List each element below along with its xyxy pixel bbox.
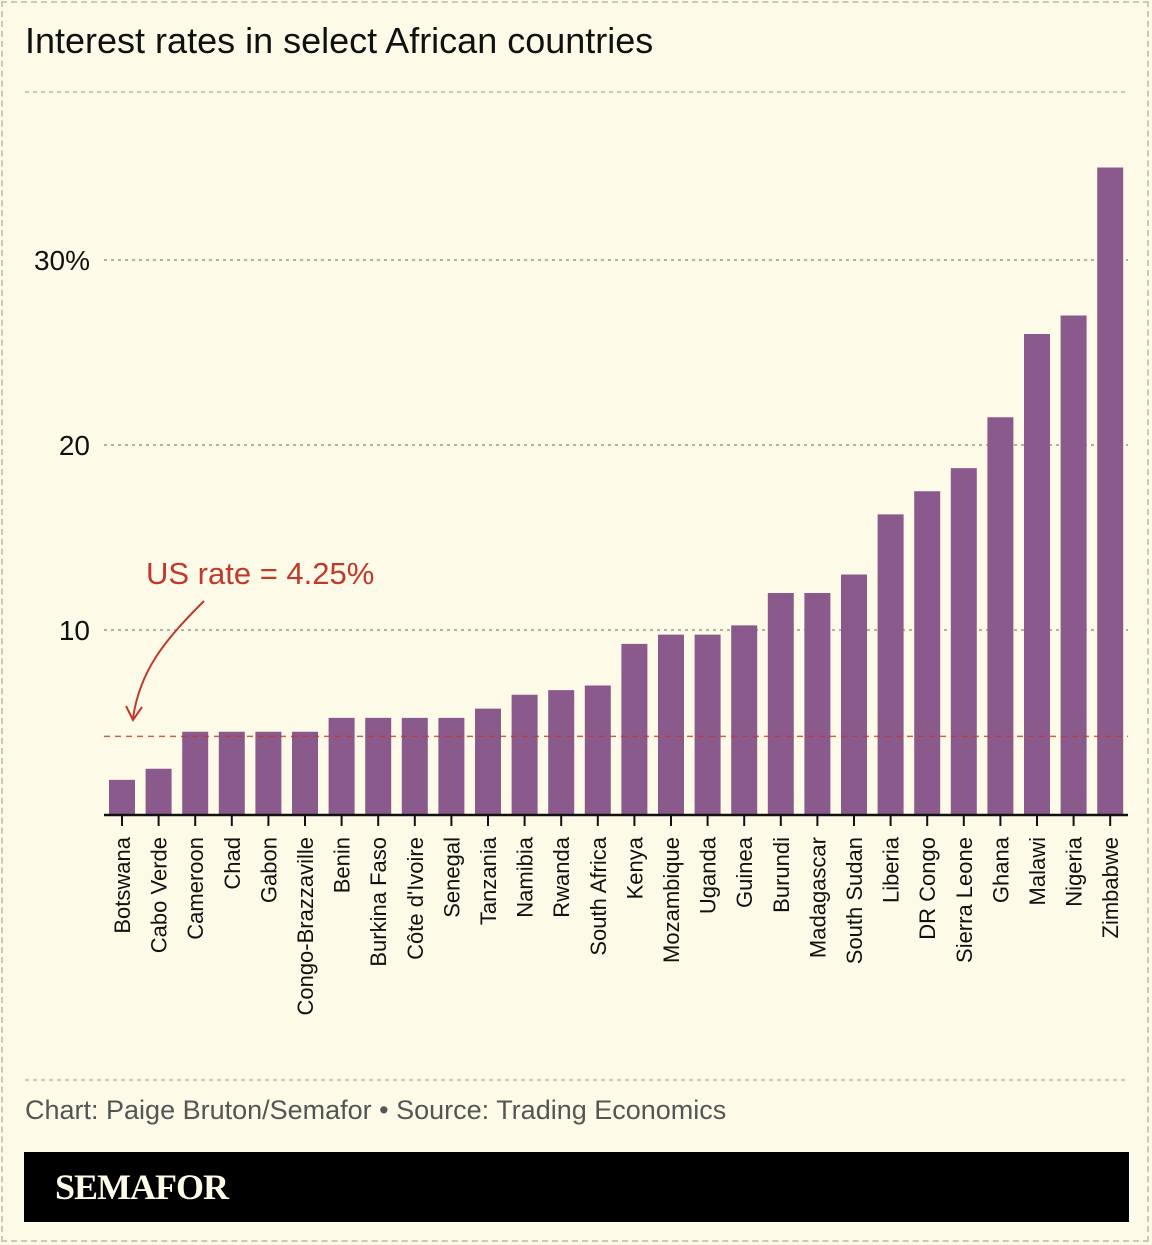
chart-title: Interest rates in select African countri… bbox=[25, 20, 654, 61]
arrow-head-icon bbox=[125, 705, 143, 722]
bar-uganda bbox=[694, 634, 721, 815]
bar-rwanda bbox=[548, 690, 575, 815]
bar-guinea bbox=[731, 625, 758, 815]
bar-tanzania bbox=[475, 708, 501, 815]
x-tick-label: Madagascar bbox=[805, 837, 830, 958]
bar-cameroon bbox=[182, 731, 209, 815]
x-tick-label: South Africa bbox=[586, 836, 611, 955]
x-tick-label: DR Congo bbox=[915, 837, 940, 940]
us-rate-annotation: US rate = 4.25% bbox=[146, 556, 374, 591]
y-tick-label: 20 bbox=[59, 430, 90, 461]
bar-liberia bbox=[877, 514, 904, 815]
bar-burkina-faso bbox=[365, 717, 392, 815]
bar-zimbabwe bbox=[1097, 167, 1124, 815]
x-tick-label: Burundi bbox=[769, 837, 794, 913]
bar-sierra-leone bbox=[950, 468, 977, 815]
x-tick-label: Botswana bbox=[110, 836, 135, 933]
x-tick-label: Sierra Leone bbox=[952, 837, 977, 963]
x-tick-label: Tanzania bbox=[476, 836, 501, 925]
bar-senegal bbox=[438, 717, 465, 815]
bar-kenya bbox=[621, 643, 648, 815]
x-tick-label: Gabon bbox=[256, 837, 281, 903]
x-tick-label: Namibia bbox=[513, 836, 538, 917]
bar-gabon bbox=[255, 731, 282, 815]
bar-malawi bbox=[1024, 334, 1050, 815]
bar-dr-congo bbox=[914, 491, 941, 815]
x-tick-label: Rwanda bbox=[549, 836, 574, 917]
bar-nigeria bbox=[1060, 315, 1087, 815]
x-tick-label: Ghana bbox=[988, 836, 1013, 903]
x-tick-label: Cameroon bbox=[183, 837, 208, 940]
bar-chad bbox=[218, 731, 245, 815]
bar-ghana bbox=[987, 417, 1014, 815]
bar-south-africa bbox=[584, 685, 611, 815]
bar-congo-brazzaville bbox=[292, 731, 318, 815]
x-tick-label: Senegal bbox=[439, 837, 464, 918]
x-tick-label: Guinea bbox=[732, 836, 757, 908]
bar-south-sudan bbox=[841, 574, 867, 815]
x-tick-label: Malawi bbox=[1025, 837, 1050, 905]
brand-bar: SEMAFOR bbox=[24, 1152, 1129, 1222]
x-tick-label: Cabo Verde bbox=[147, 837, 172, 953]
bar-cabo-verde bbox=[145, 768, 172, 815]
semafor-logo: SEMAFOR bbox=[55, 1167, 229, 1207]
bar-madagascar bbox=[804, 593, 831, 815]
bar-namibia bbox=[511, 694, 538, 815]
bar-c-te-d-ivoire bbox=[401, 717, 428, 815]
y-tick-label: 10 bbox=[59, 615, 90, 646]
x-tick-label: Zimbabwe bbox=[1098, 837, 1123, 938]
chart-credit: Chart: Paige Bruton/Semafor • Source: Tr… bbox=[25, 1095, 727, 1125]
bar-botswana bbox=[109, 779, 135, 815]
bar-benin bbox=[328, 717, 355, 815]
x-tick-label: Benin bbox=[330, 837, 355, 893]
x-tick-label: Kenya bbox=[622, 836, 647, 899]
bar-burundi bbox=[767, 593, 794, 815]
x-tick-label: Nigeria bbox=[1062, 836, 1087, 906]
x-tick-label: Burkina Faso bbox=[366, 837, 391, 967]
y-tick-label: 30% bbox=[34, 245, 90, 276]
x-tick-label: South Sudan bbox=[842, 837, 867, 964]
x-tick-label: Congo-Brazzaville bbox=[293, 837, 318, 1016]
x-tick-label: Mozambique bbox=[659, 837, 684, 963]
annotation-arrow bbox=[132, 600, 205, 719]
x-tick-label: Côte d'Ivoire bbox=[403, 837, 428, 960]
x-tick-label: Liberia bbox=[879, 836, 904, 903]
x-tick-label: Chad bbox=[220, 837, 245, 890]
x-tick-label: Uganda bbox=[696, 836, 721, 914]
bar-mozambique bbox=[658, 634, 684, 815]
